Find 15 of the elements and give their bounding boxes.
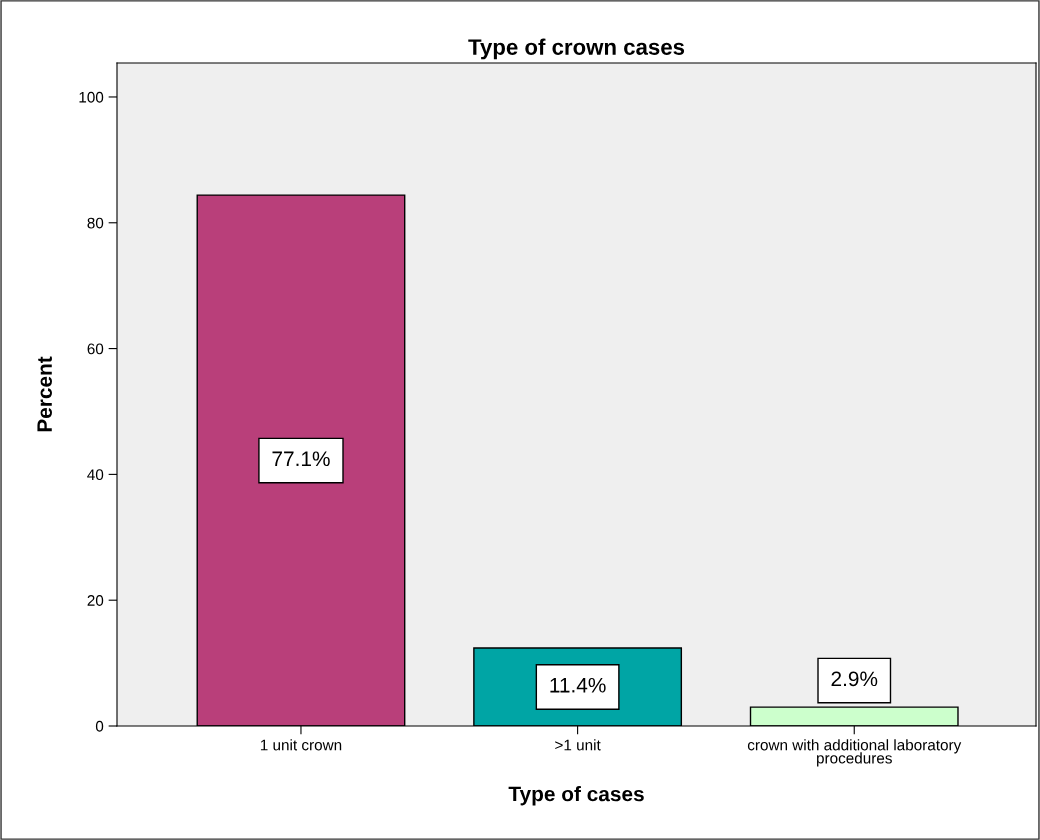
x-axis-title: Type of cases xyxy=(508,786,644,806)
y-tick-label: 0 xyxy=(95,720,104,732)
y-axis-title: Percent xyxy=(37,356,52,432)
y-tick-label: 20 xyxy=(87,595,104,606)
annotation: 2.9% xyxy=(831,671,878,687)
y-tick-label: 40 xyxy=(87,469,104,481)
annotation: 77.1% xyxy=(272,451,330,467)
x-tick-label: crown with additional laboratory procedures xyxy=(747,739,962,767)
y-tick-label: 80 xyxy=(87,217,104,229)
y-tick-label: 100 xyxy=(79,91,104,103)
x-tick-label: 1 unit crown xyxy=(260,739,342,751)
x-tick-label: >1 unit xyxy=(555,739,601,751)
chart-title: Type of crown cases xyxy=(468,38,685,60)
annotation: 11.4% xyxy=(550,677,606,693)
y-tick-label: 60 xyxy=(87,343,104,355)
